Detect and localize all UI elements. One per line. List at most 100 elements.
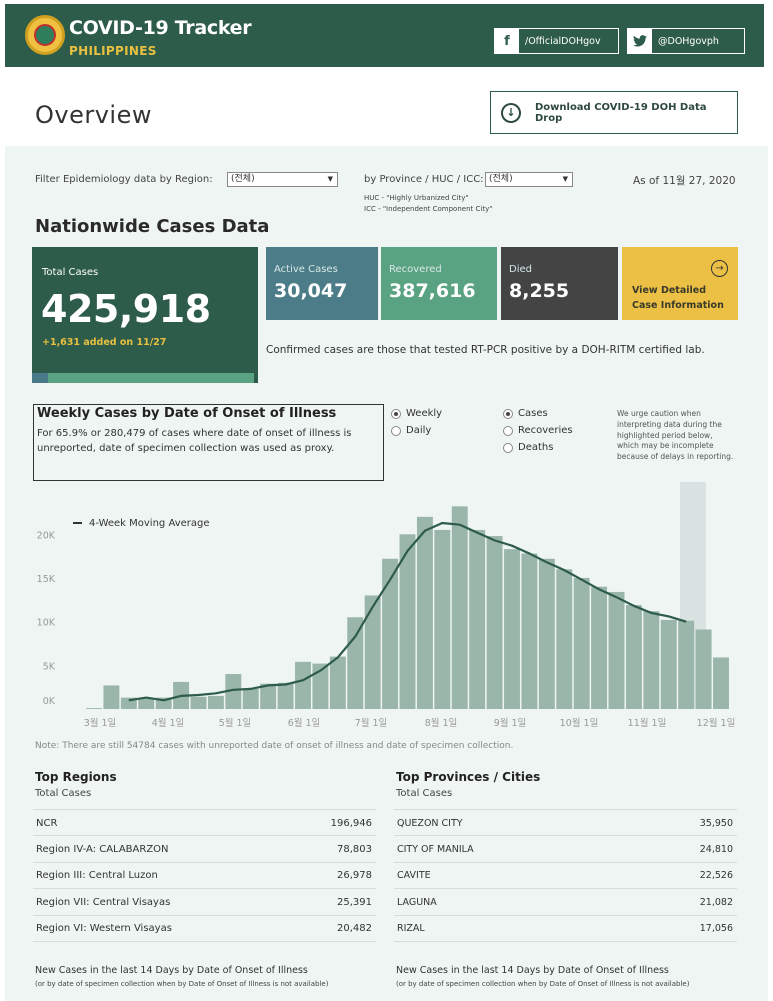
provinces-new-cases-sub: (or by date of specimen collection when … xyxy=(396,980,690,988)
provinces-new-cases-title: New Cases in the last 14 Days by Date of… xyxy=(396,965,669,976)
bar xyxy=(103,685,120,709)
table-row[interactable]: RIZAL 17,056 xyxy=(394,914,737,942)
table-row[interactable]: Region VII: Central Visayas 25,391 xyxy=(33,888,376,915)
chart-note: Note: There are still 54784 cases with u… xyxy=(35,741,514,751)
y-tick-label: 0K xyxy=(43,696,56,707)
bar xyxy=(329,656,346,709)
row-name: Region VI: Western Visayas xyxy=(36,923,172,935)
y-tick-label: 15K xyxy=(37,574,56,585)
row-name: NCR xyxy=(36,817,58,829)
cases-breakdown-bar xyxy=(32,373,254,383)
province-select[interactable]: (전체) ▼ xyxy=(485,172,573,187)
radio-deaths[interactable]: Deaths xyxy=(503,442,553,453)
died-label: Died xyxy=(509,264,532,275)
chevron-down-icon: ▼ xyxy=(327,175,333,183)
table-row[interactable]: QUEZON CITY 35,950 xyxy=(394,809,737,836)
table-row[interactable]: CITY OF MANILA 24,810 xyxy=(394,835,737,862)
app-title: COVID-19 Tracker xyxy=(69,17,252,39)
row-value: 20,482 xyxy=(337,923,372,935)
arrow-right-icon: → xyxy=(711,260,728,277)
legend-label: 4-Week Moving Average xyxy=(89,518,210,529)
table-row[interactable]: CAVITE 22,526 xyxy=(394,861,737,889)
bar xyxy=(469,529,486,709)
table-row[interactable]: Region III: Central Luzon 26,978 xyxy=(33,861,376,889)
weekly-desc: For 65.9% or 280,479 of cases where date… xyxy=(37,428,352,454)
bar xyxy=(538,558,555,709)
doh-seal-logo xyxy=(25,15,65,55)
radio-cases[interactable]: Cases xyxy=(503,408,548,419)
top-provinces-title: Top Provinces / Cities xyxy=(396,770,541,784)
bar xyxy=(155,697,172,709)
chart-svg: 20K 15K 10K 5K 0K 4-Week Moving Average 3월 1일 4… xyxy=(37,482,736,729)
row-name: Region IV-A: CALABARZON xyxy=(36,843,169,855)
bar xyxy=(434,529,451,709)
facebook-link[interactable]: f /OfficialDOHgov xyxy=(494,28,619,54)
bar xyxy=(713,657,729,709)
facebook-label: /OfficialDOHgov xyxy=(525,35,601,47)
x-tick-label: 7월 1일 xyxy=(355,717,388,729)
total-cases-added: +1,631 added on 11/27 xyxy=(42,337,167,348)
huc-note: HUC - "Highly Urbanized City" xyxy=(364,194,469,202)
table-row[interactable]: NCR 196,946 xyxy=(33,809,376,836)
twitter-icon xyxy=(628,29,652,53)
view-case-info-button[interactable]: → View Detailed Case Information xyxy=(622,247,738,320)
region-select[interactable]: (전체) ▼ xyxy=(227,172,338,187)
chevron-down-icon: ▼ xyxy=(562,175,568,183)
row-value: 24,810 xyxy=(699,843,733,855)
x-tick-label: 6월 1일 xyxy=(288,717,321,729)
facebook-icon: f xyxy=(495,29,519,53)
bar xyxy=(573,577,590,709)
recovered-value: 387,616 xyxy=(389,280,476,302)
x-tick-label: 11월 1일 xyxy=(628,717,667,729)
recovered-label: Recovered xyxy=(389,264,442,275)
download-data-drop-button[interactable]: ↓ Download COVID-19 DOH Data Drop xyxy=(490,91,738,134)
bar xyxy=(312,663,329,709)
bar xyxy=(591,586,608,709)
table-row[interactable]: Region VI: Western Visayas 20,482 xyxy=(33,914,376,942)
download-label: Download COVID-19 DOH Data Drop xyxy=(534,101,707,124)
table-row[interactable]: Region IV-A: CALABARZON 78,803 xyxy=(33,835,376,862)
weekly-cases-box: Weekly Cases by Date of Onset of Illness… xyxy=(33,404,384,481)
regions-new-cases-title: New Cases in the last 14 Days by Date of… xyxy=(35,965,308,976)
row-name: RIZAL xyxy=(397,923,425,935)
active-cases-card: Active Cases 30,047 xyxy=(266,247,378,320)
caution-note: We urge caution when interpreting data d… xyxy=(617,409,734,462)
x-tick-label: 8월 1일 xyxy=(425,717,458,729)
bar xyxy=(207,695,224,709)
nationwide-title: Nationwide Cases Data xyxy=(35,216,270,237)
recovered-card: Recovered 387,616 xyxy=(381,247,497,320)
row-name: Region III: Central Luzon xyxy=(36,870,158,882)
as-of-date: As of 11월 27, 2020 xyxy=(633,175,736,187)
x-tick-label: 10월 1일 xyxy=(560,717,599,729)
bar xyxy=(86,708,102,709)
table-row[interactable]: LAGUNA 21,082 xyxy=(394,888,737,915)
download-icon: ↓ xyxy=(501,102,521,123)
x-tick-label: 4월 1일 xyxy=(152,717,185,729)
table-divider xyxy=(394,941,737,942)
weekly-cases-chart: 20K 15K 10K 5K 0K 4-Week Moving Average 3월 1일 4… xyxy=(30,480,748,735)
region-select-value: (전체) xyxy=(231,174,255,184)
row-name: CAVITE xyxy=(397,870,431,882)
bar xyxy=(643,611,660,709)
x-tick-label: 5월 1일 xyxy=(219,717,252,729)
twitter-link[interactable]: @DOHgovph xyxy=(627,28,745,54)
total-cases-card: Total Cases 425,918 +1,631 added on 11/2… xyxy=(32,247,258,383)
died-value: 8,255 xyxy=(509,280,570,302)
row-value: 196,946 xyxy=(330,817,372,829)
y-tick-label: 20K xyxy=(37,530,56,541)
bar xyxy=(277,682,294,709)
bar xyxy=(521,553,538,709)
x-tick-label: 3월 1일 xyxy=(84,717,117,729)
active-cases-label: Active Cases xyxy=(274,264,338,275)
weekly-title: Weekly Cases by Date of Onset of Illness xyxy=(37,406,337,421)
radio-weekly[interactable]: Weekly xyxy=(391,408,442,419)
bar xyxy=(625,605,642,709)
province-filter-label: by Province / HUC / ICC: xyxy=(364,174,484,185)
radio-daily[interactable]: Daily xyxy=(391,425,431,436)
row-value: 26,978 xyxy=(337,870,372,882)
radio-recoveries[interactable]: Recoveries xyxy=(503,425,573,436)
x-tick-label: 12월 1일 xyxy=(697,717,736,729)
bar xyxy=(451,506,468,709)
table-divider xyxy=(33,941,376,942)
bar xyxy=(416,516,433,709)
